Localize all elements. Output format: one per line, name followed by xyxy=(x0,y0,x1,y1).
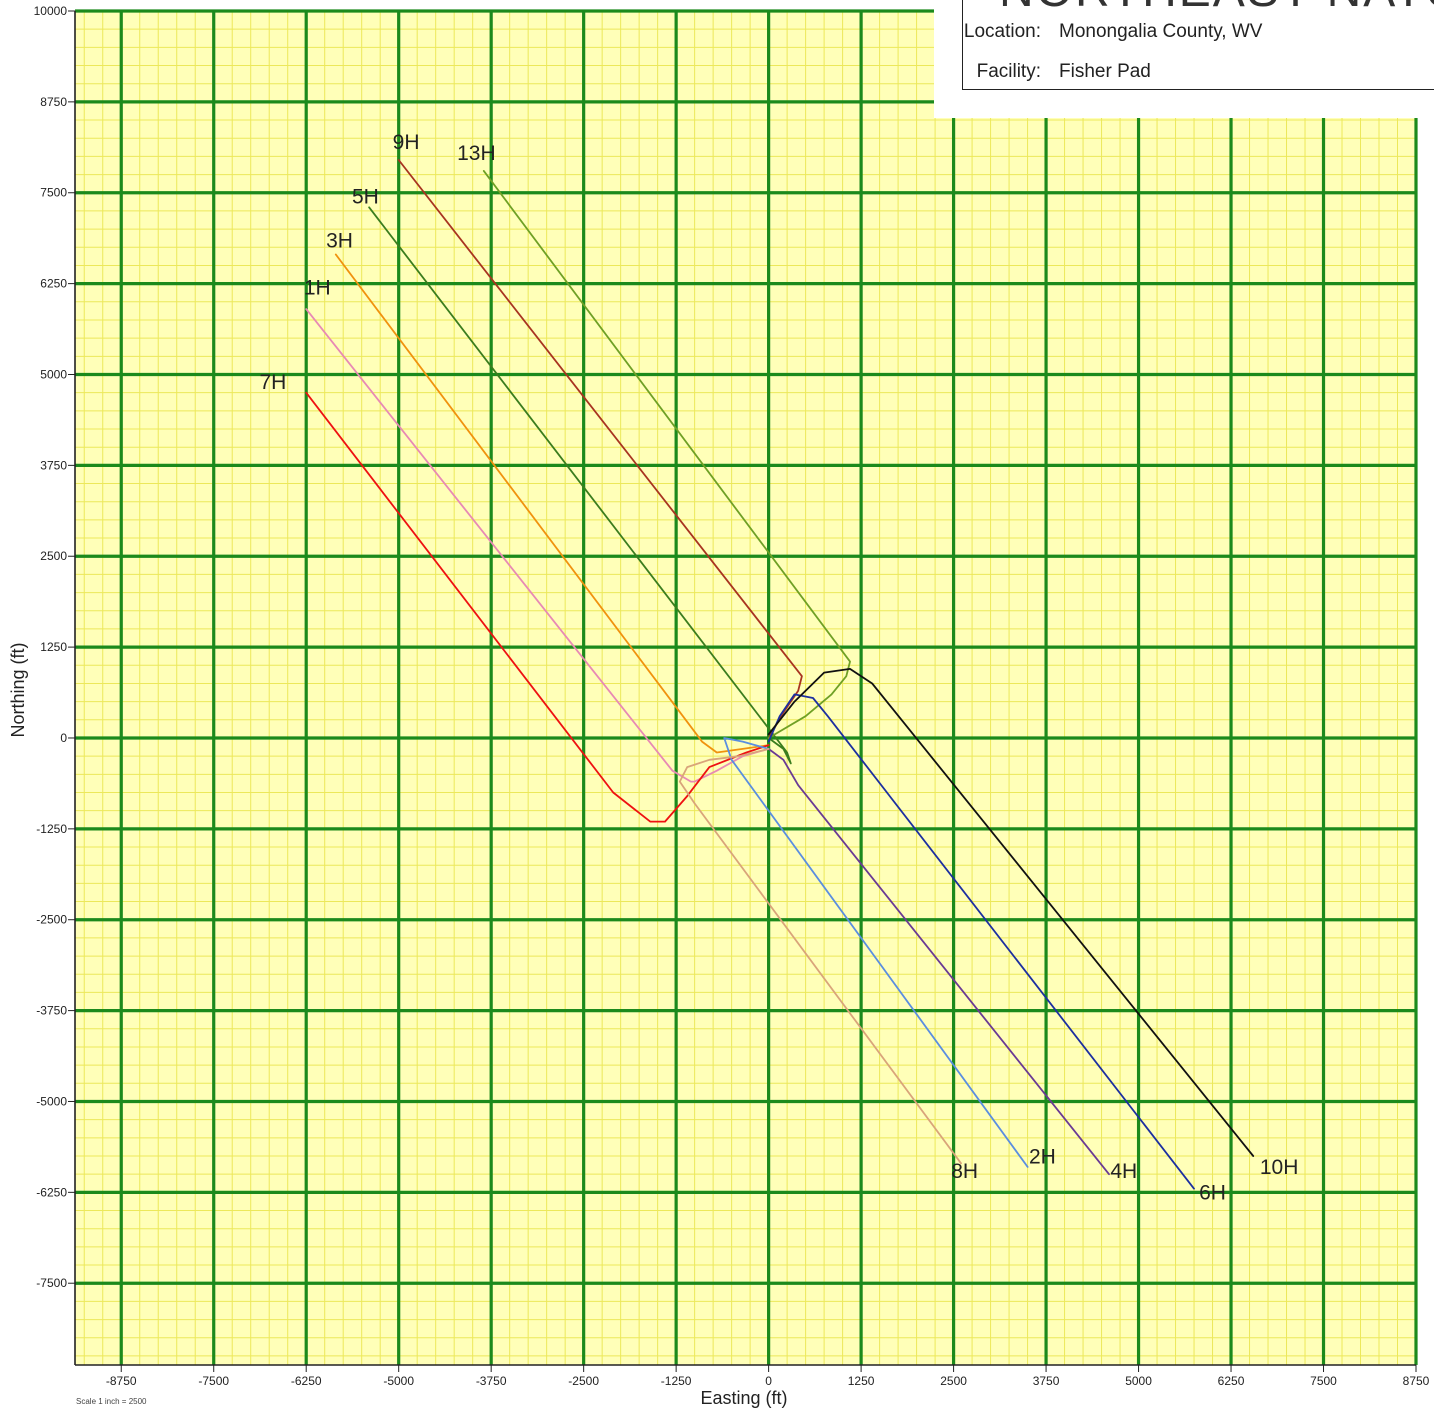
y-tick-label: 0 xyxy=(60,731,67,745)
x-tick-label: -6250 xyxy=(291,1374,322,1388)
series-label-8h: 8H xyxy=(951,1160,978,1183)
y-tick-label: 8750 xyxy=(40,95,67,109)
y-tick-label: -7500 xyxy=(36,1276,67,1290)
series-line-6h xyxy=(767,693,1195,1190)
series-label-1h: 1H xyxy=(304,277,331,300)
series-label-5h: 5H xyxy=(352,186,379,209)
x-tick-label: 1250 xyxy=(848,1374,875,1388)
y-tick-label: -1250 xyxy=(36,822,67,836)
series-lines xyxy=(305,159,1255,1190)
location-row: Location: Monongalia County, WV xyxy=(963,21,1263,43)
location-label: Location: xyxy=(963,21,1041,42)
y-tick-label: -6250 xyxy=(36,1185,67,1199)
tick-labels: -8750 -7500 -6250 -5000 -3750 -2500 -1250 0 1250… xyxy=(34,4,1430,1388)
x-tick-label: 5000 xyxy=(1125,1374,1152,1388)
y-tick-label: 1250 xyxy=(40,640,67,654)
y-tick-label: 5000 xyxy=(40,367,67,381)
company-title: NORTHEAST NATU xyxy=(999,0,1434,18)
major-grid xyxy=(75,9,1418,1365)
series-line-10h xyxy=(767,668,1255,1157)
series-label-10h: 10H xyxy=(1260,1156,1299,1179)
y-tick-label: 7500 xyxy=(40,186,67,200)
location-value: Monongalia County, WV xyxy=(1059,21,1263,42)
series-line-7h xyxy=(305,391,770,823)
y-axis-label: Northing (ft) xyxy=(8,642,28,737)
plot-background xyxy=(75,11,1416,1365)
y-tick-label: 2500 xyxy=(40,549,67,563)
y-tick-label: 3750 xyxy=(40,458,67,472)
series-labels: 1H 3H 5H 7H 9H 13H 2H 4H 6H 8H 10H xyxy=(259,131,1298,1204)
series-label-6h: 6H xyxy=(1199,1182,1226,1205)
series-line-3h xyxy=(334,253,770,754)
axes xyxy=(68,10,1417,1372)
scale-note: Scale 1 inch = 2500 xyxy=(76,1397,147,1406)
series-label-7h: 7H xyxy=(259,371,286,394)
series-label-9h: 9H xyxy=(393,131,420,154)
series-label-13h: 13H xyxy=(457,142,496,165)
facility-label: Facility: xyxy=(976,61,1041,82)
facility-row: Facility: Fisher Pad xyxy=(963,61,1151,83)
x-tick-label: 6250 xyxy=(1218,1374,1245,1388)
x-tick-label: 2500 xyxy=(940,1374,967,1388)
series-line-5h xyxy=(368,206,792,765)
x-tick-label: 3750 xyxy=(1033,1374,1060,1388)
series-line-2h xyxy=(723,737,1029,1168)
title-block: NORTHEAST NATU Location: Monongalia Count… xyxy=(962,0,1434,90)
x-tick-label: 7500 xyxy=(1310,1374,1337,1388)
x-tick-label: -8750 xyxy=(106,1374,137,1388)
series-label-4h: 4H xyxy=(1110,1160,1137,1183)
plot-area-fill xyxy=(75,11,1416,1365)
y-tick-label: -3750 xyxy=(36,1004,67,1018)
x-axis-label: Easting (ft) xyxy=(700,1388,787,1408)
x-tick-label: -7500 xyxy=(198,1374,229,1388)
y-tick-label: 6250 xyxy=(40,277,67,291)
series-line-4h xyxy=(767,748,1110,1176)
y-tick-label: -5000 xyxy=(36,1094,67,1108)
y-tick-label: 10000 xyxy=(34,4,68,18)
y-tick-label: -2500 xyxy=(36,913,67,927)
x-tick-label: -5000 xyxy=(383,1374,414,1388)
x-tick-label: -2500 xyxy=(568,1374,599,1388)
series-line-13h xyxy=(482,169,851,739)
series-label-3h: 3H xyxy=(326,229,353,252)
facility-value: Fisher Pad xyxy=(1059,61,1151,82)
x-tick-label: -1250 xyxy=(661,1374,692,1388)
x-tick-label: 0 xyxy=(765,1374,772,1388)
x-tick-label: -3750 xyxy=(476,1374,507,1388)
series-label-2h: 2H xyxy=(1029,1145,1056,1168)
series-line-8h xyxy=(678,748,962,1165)
x-tick-label: 8750 xyxy=(1403,1374,1430,1388)
